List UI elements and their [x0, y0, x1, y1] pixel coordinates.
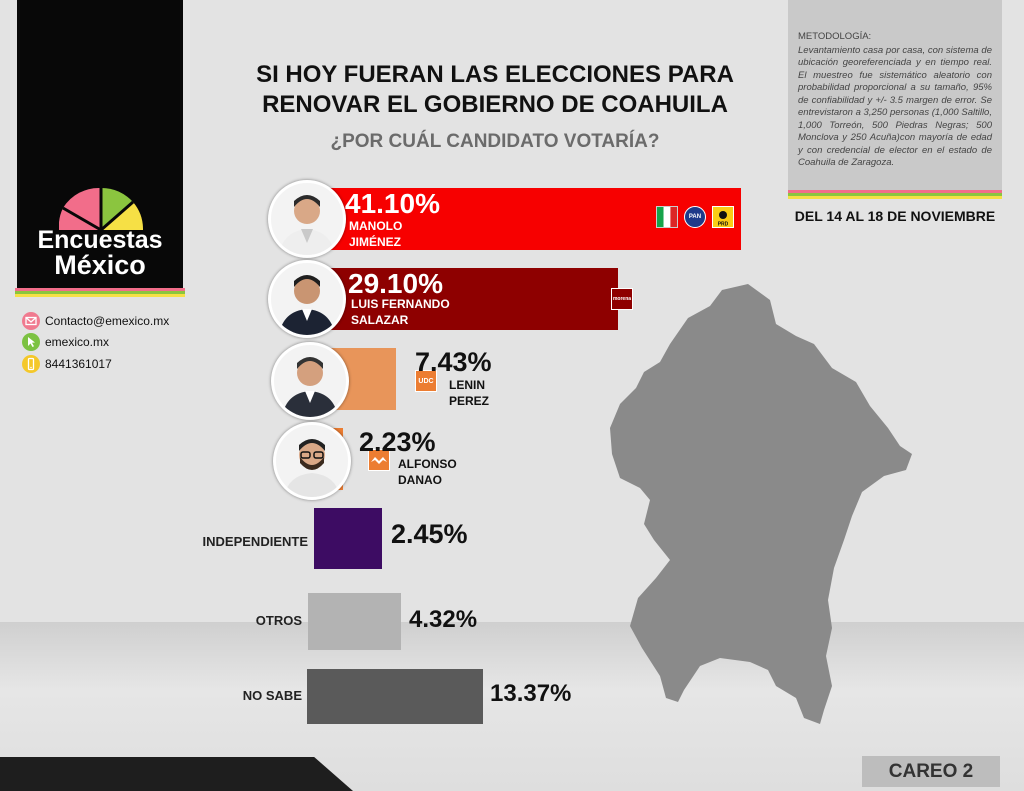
value-label-luis-fernando-salazar: 29.10%	[348, 268, 443, 299]
mc-logo-icon	[368, 449, 390, 471]
value-label-lenin-perez: 7.43%	[415, 347, 492, 377]
contact-phone[interactable]: 8441361017	[22, 355, 112, 373]
survey-dates: DEL 14 AL 18 DE NOVIEMBRE	[794, 208, 996, 224]
chart-title-line1: SI HOY FUERAN LAS ELECCIONES PARA	[256, 61, 734, 88]
value-label-alfonso-danao: 2.23%	[359, 427, 436, 457]
morena-logo-text: morena	[612, 296, 632, 302]
value-label-otros: 4.32%	[409, 606, 478, 633]
name-line2: DANAO	[398, 473, 442, 487]
avatar-manolo-jimenez-icon	[268, 180, 346, 258]
brand-name-line1: Encuestas	[37, 226, 163, 254]
udc-logo-text: UDC	[418, 377, 434, 385]
prd-logo-icon: PRD	[712, 206, 734, 228]
pri-logo-icon	[656, 206, 678, 228]
chart-title: SI HOY FUERAN LAS ELECCIONES PARA RENOVA…	[205, 60, 785, 120]
category-label-otros: OTROS	[255, 613, 302, 628]
footer-band	[0, 757, 353, 791]
name-line2: JIMÉNEZ	[349, 235, 402, 249]
pan-logo-text: PAN	[688, 214, 702, 220]
bar-no-sabe	[307, 669, 483, 724]
methodology-heading: METODOLOGÍA:	[798, 31, 872, 42]
name-alfonso-danao: ALFONSO DANAO	[398, 456, 457, 488]
coahuila-map	[610, 284, 912, 724]
name-luis-fernando-salazar: LUIS FERNANDO SALAZAR	[351, 296, 450, 328]
value-label-manolo-jimenez: 41.10%	[345, 188, 440, 219]
udc-logo-icon: UDC	[415, 370, 437, 392]
methodology-box: METODOLOGÍA: Levantamiento casa por casa…	[788, 0, 1002, 190]
bar-independiente	[314, 508, 382, 569]
contact-web-text: emexico.mx	[45, 335, 110, 349]
avatar-lenin-perez-icon	[271, 342, 349, 420]
contact-email[interactable]: Contacto@emexico.mx	[22, 312, 169, 330]
value-label-no-sabe: 13.37%	[490, 680, 572, 707]
value-label-independiente: 2.45%	[391, 519, 468, 549]
brand-stripes	[15, 288, 185, 297]
contact-email-text: Contacto@emexico.mx	[45, 314, 170, 328]
avatar-luis-fernando-salazar-icon	[268, 260, 346, 338]
mail-icon	[22, 312, 40, 330]
chart-title-line2: RENOVAR EL GOBIERNO DE COAHUILA	[262, 91, 728, 118]
phone-icon	[22, 355, 40, 373]
name-lenin-perez: LENIN PEREZ	[449, 377, 489, 409]
web-icon	[22, 333, 40, 351]
brand-panel: Encuestas México	[17, 0, 183, 290]
contact-phone-text: 8441361017	[45, 357, 112, 371]
careo-tag: CAREO 2	[862, 756, 1000, 787]
name-manolo-jimenez: MANOLO JIMÉNEZ	[349, 218, 402, 250]
avatar-alfonso-danao-icon	[273, 422, 351, 500]
name-line1: MANOLO	[349, 219, 403, 233]
category-label-no-sabe: NO SABE	[242, 688, 302, 703]
methodology-body: Levantamiento casa por casa, con sistema…	[798, 44, 992, 169]
contact-web[interactable]: emexico.mx	[22, 333, 109, 351]
bar-otros	[308, 593, 401, 650]
svg-text:PRD: PRD	[718, 222, 729, 228]
brand-name-line2: México	[54, 250, 146, 280]
chart-subtitle: ¿POR CUÁL CANDIDATO VOTARÍA?	[330, 131, 660, 152]
category-label-independiente: INDEPENDIENTE	[202, 534, 308, 549]
pan-logo-icon: PAN	[684, 206, 706, 228]
brand-logo-icon	[59, 187, 143, 232]
name-line1: LUIS FERNANDO	[351, 297, 450, 311]
name-line2: PEREZ	[449, 394, 490, 408]
name-line2: SALAZAR	[351, 313, 409, 327]
morena-logo-icon: morena	[611, 288, 633, 310]
name-line1: ALFONSO	[398, 457, 457, 471]
methodology-stripes	[788, 190, 1002, 199]
name-line1: LENIN	[449, 378, 485, 392]
bar-luis-fernando-salazar	[320, 268, 618, 330]
